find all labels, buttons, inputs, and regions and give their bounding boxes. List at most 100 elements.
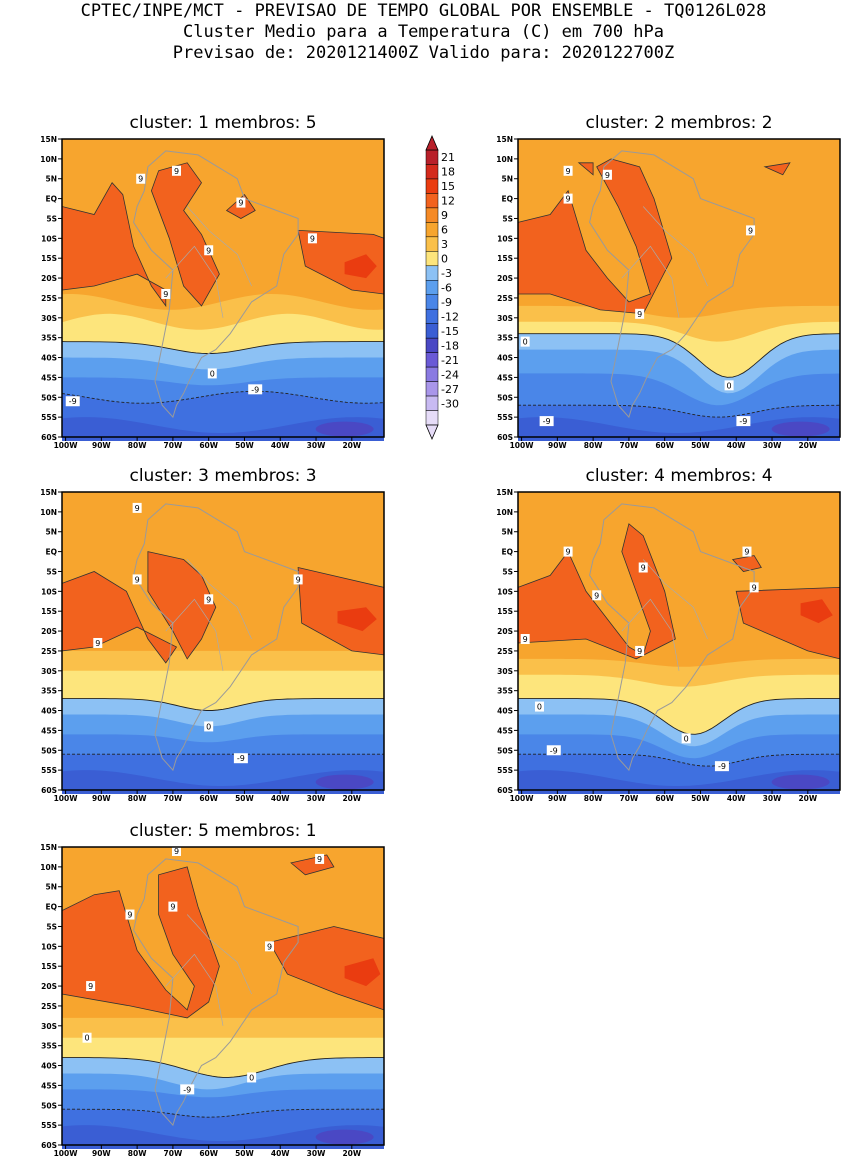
colorbar-label: 15 — [441, 180, 455, 193]
header-line-3: Previsao de: 2020121400Z Valido para: 20… — [172, 43, 675, 63]
contour-label: 9 — [637, 310, 642, 319]
colorbar-label: 9 — [441, 209, 448, 222]
lat-tick-label: 25S — [497, 294, 513, 303]
map-cluster-1: 9 9 9 9 9 9 0 -9 -9 15N 10N 5N EQ 5S 10S 15S 20S 25S 30S 35… — [40, 135, 385, 450]
contour-label: 9 — [637, 647, 642, 656]
lon-tick-label: 60W — [199, 1149, 218, 1158]
lon-tick-label: 70W — [164, 1149, 183, 1158]
lon-tick-label: 70W — [164, 794, 183, 803]
lat-tick-label: 30S — [41, 1022, 57, 1031]
colorbar-swatch — [425, 251, 439, 267]
lat-tick-label: 35S — [41, 687, 57, 696]
lon-tick-label: 20W — [342, 1149, 361, 1158]
contour-label: -9 — [237, 754, 245, 763]
colorbar-swatch — [425, 352, 439, 368]
colorbar-label: -24 — [441, 368, 459, 381]
contour-label: 9 — [174, 167, 179, 176]
lat-tick-label: 55S — [41, 1121, 57, 1130]
lat-tick-label: 15N — [496, 135, 513, 144]
lon-tick-label: 100W — [54, 1149, 79, 1158]
map-field: 9 9 9 9 9 9 0 0 -9 — [61, 845, 385, 1149]
colorbar-label: -15 — [441, 325, 459, 338]
contour-label: 0 — [210, 369, 215, 378]
contour-label: 9 — [135, 575, 140, 584]
lon-tick-label: 30W — [763, 441, 782, 450]
lat-tick-label: 35S — [41, 1042, 57, 1051]
lat-tick-label: 60S — [41, 433, 57, 442]
lat-tick-label: 40S — [497, 707, 513, 716]
contour-label: 0 — [537, 703, 542, 712]
contour-label: 9 — [206, 595, 211, 604]
contour-label: 9 — [135, 504, 140, 513]
lon-tick-label: 70W — [164, 441, 183, 450]
colorbar-label: 12 — [441, 195, 455, 208]
lat-tick-label: 45S — [41, 726, 57, 735]
colorbar-label: 0 — [441, 253, 448, 266]
map-cluster-2: 9 9 9 9 9 0 0 -9 -9 15N 10N 5N EQ 5S 10S 15S 20S 25S 30S 35… — [496, 135, 841, 450]
lon-tick-label: 40W — [727, 794, 746, 803]
lat-tick-label: 15N — [40, 135, 57, 144]
contour-label: 9 — [138, 175, 143, 184]
lon-tick-label: 20W — [798, 441, 817, 450]
contour-label: 9 — [566, 548, 571, 557]
panel-title-cluster-1: cluster: 1 membros: 5 — [129, 113, 317, 133]
contour-label: 0 — [206, 722, 211, 731]
colorbar-swatch — [425, 149, 439, 165]
lat-tick-label: 50S — [41, 1101, 57, 1110]
lat-tick-label: 40S — [497, 354, 513, 363]
map-field: 9 9 9 9 9 0 -9 — [61, 492, 385, 794]
contour-label: 0 — [523, 338, 528, 347]
colorbar-swatch — [425, 265, 439, 281]
colorbar-label: 18 — [441, 166, 455, 179]
colorbar-label: -21 — [441, 354, 459, 367]
colorbar-swatch — [425, 366, 439, 382]
lat-tick-label: 30S — [41, 314, 57, 323]
lon-tick-label: 80W — [128, 1149, 147, 1158]
lon-tick-label: 20W — [798, 794, 817, 803]
contour-label: 9 — [317, 855, 322, 864]
lat-tick-label: 5N — [502, 175, 514, 184]
colorbar-label: -30 — [441, 397, 459, 410]
map-field: 9 9 9 9 9 9 0 -9 -9 — [61, 139, 385, 441]
lat-tick-label: 10N — [40, 155, 57, 164]
lat-tick-label: 15S — [41, 962, 57, 971]
contour-label: 9 — [566, 167, 571, 176]
lat-tick-label: 20S — [41, 274, 57, 283]
lon-tick-label: 40W — [271, 1149, 290, 1158]
panel-title-cluster-5: cluster: 5 membros: 1 — [129, 821, 317, 841]
contour-label: 9 — [296, 575, 301, 584]
contour-label: 0 — [249, 1073, 254, 1082]
contour-label: 9 — [238, 199, 243, 208]
colorbar-label: -18 — [441, 339, 459, 352]
colorbar-swatch — [425, 395, 439, 411]
lat-tick-label: 15S — [41, 607, 57, 616]
colorbar-swatch — [425, 308, 439, 324]
lat-tick-label: 40S — [41, 1062, 57, 1071]
lon-tick-label: 80W — [584, 441, 603, 450]
lat-tick-label: 10N — [496, 155, 513, 164]
header-line-2: Cluster Medio para a Temperatura (C) em … — [182, 22, 665, 42]
lon-tick-label: 100W — [510, 794, 535, 803]
lon-tick-label: 50W — [235, 1149, 254, 1158]
lat-tick-label: 5S — [46, 214, 57, 223]
lat-tick-label: 15S — [497, 254, 513, 263]
colorbar-label: 6 — [441, 224, 448, 237]
lon-tick-label: 100W — [54, 441, 79, 450]
contour-label: 9 — [174, 847, 179, 856]
lat-tick-label: 55S — [497, 766, 513, 775]
contour-label: 9 — [752, 583, 757, 592]
colorbar-label: -9 — [441, 296, 452, 309]
contour-label: 9 — [523, 635, 528, 644]
lon-tick-label: 70W — [620, 441, 639, 450]
lon-tick-label: 90W — [92, 441, 111, 450]
contour-label: 9 — [206, 246, 211, 255]
lat-tick-label: 15S — [41, 254, 57, 263]
contour-label: 9 — [566, 195, 571, 204]
lat-tick-label: 15N — [40, 843, 57, 852]
header-line-1: CPTEC/INPE/MCT - PREVISAO DE TEMPO GLOBA… — [80, 1, 767, 21]
lon-tick-label: 60W — [199, 441, 218, 450]
lon-tick-label: 30W — [307, 794, 326, 803]
contour-label: -9 — [69, 397, 77, 406]
lat-tick-label: 45S — [41, 1081, 57, 1090]
